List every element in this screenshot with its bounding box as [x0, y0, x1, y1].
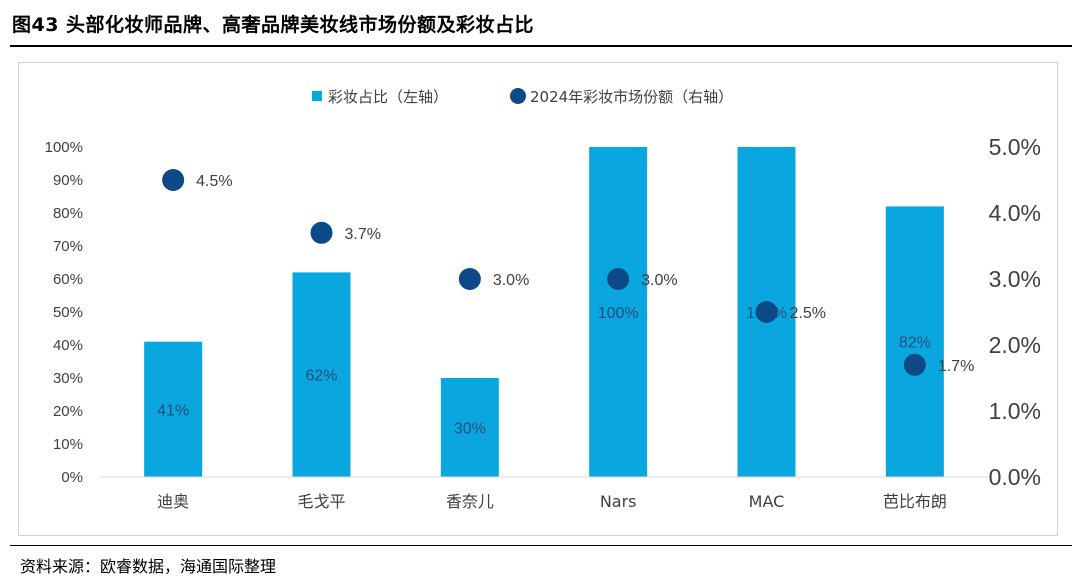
right-tick-label: 2.0%	[989, 332, 1041, 358]
dot-value-label: 3.0%	[641, 272, 677, 289]
legend-bar-swatch	[312, 91, 322, 101]
category-label: 香奈儿	[446, 492, 494, 511]
right-tick-label: 4.0%	[989, 200, 1041, 226]
bar-value-label: 82%	[899, 335, 931, 352]
dot-value-label: 4.5%	[196, 173, 232, 190]
bar	[144, 341, 203, 477]
left-axis: 0% 10% 20% 30% 40% 50% 60% 70% 80% 90% 100%	[45, 139, 83, 486]
left-tick-label: 50%	[53, 304, 83, 321]
left-tick-label: 70%	[53, 238, 83, 255]
right-tick-label: 3.0%	[989, 266, 1041, 292]
left-tick-label: 60%	[53, 271, 83, 288]
dot	[903, 353, 926, 376]
bar-value-label: 62%	[305, 368, 337, 385]
left-tick-label: 20%	[53, 403, 83, 420]
legend-dot-swatch	[510, 88, 526, 104]
bar	[885, 206, 944, 477]
source-rule	[10, 545, 1072, 546]
left-tick-label: 40%	[53, 337, 83, 354]
category-label: 迪奥	[157, 492, 189, 511]
left-tick-label: 80%	[53, 205, 83, 222]
right-tick-label: 5.0%	[989, 134, 1041, 160]
right-tick-label: 0.0%	[989, 464, 1041, 490]
chart-svg: 彩妆占比（左轴） 2024年彩妆市场份额（右轴） 0% 10% 20% 30% 40% 50…	[45, 88, 1041, 511]
left-tick-label: 30%	[53, 370, 83, 387]
dot	[310, 221, 333, 244]
dot	[755, 301, 778, 323]
category-labels: 迪奥 毛戈平 香奈儿 Nars MAC 芭比布朗	[157, 492, 947, 511]
dot	[607, 268, 630, 290]
right-axis: 0.0% 1.0% 2.0% 3.0% 4.0% 5.0%	[989, 134, 1041, 490]
left-tick-label: 100%	[45, 139, 83, 156]
dot	[458, 268, 481, 290]
bar-value-label: 30%	[454, 421, 486, 438]
dot-value-label: 3.7%	[345, 226, 381, 243]
legend-bar-label: 彩妆占比（左轴）	[328, 88, 448, 106]
bar	[589, 147, 648, 477]
bar	[292, 272, 351, 477]
chart-frame: 彩妆占比（左轴） 2024年彩妆市场份额（右轴） 0% 10% 20% 30% 40% 50…	[18, 62, 1058, 536]
category-label: 芭比布朗	[883, 492, 947, 511]
left-tick-label: 10%	[53, 436, 83, 453]
bar-labels: 41%62%30%100%100%82%	[157, 305, 931, 438]
bar	[440, 378, 499, 477]
left-tick-label: 0%	[61, 469, 83, 486]
dot-value-label: 1.7%	[938, 358, 974, 375]
left-tick-label: 90%	[53, 172, 83, 189]
legend-dot-label: 2024年彩妆市场份额（右轴）	[530, 88, 733, 106]
dot-value-label: 3.0%	[493, 272, 529, 289]
source-note: 资料来源：欧睿数据，海通国际整理	[20, 557, 277, 576]
bar-value-label: 100%	[598, 305, 639, 322]
dot	[162, 169, 185, 191]
bar-value-label: 41%	[157, 402, 189, 419]
legend: 彩妆占比（左轴） 2024年彩妆市场份额（右轴）	[312, 88, 733, 106]
dot-series: 4.5% 3.7% 3.0% 3.0% 2.5% 1.7%	[162, 169, 974, 376]
category-label: 毛戈平	[297, 492, 345, 511]
right-tick-label: 1.0%	[989, 398, 1041, 424]
dot-value-label: 2.5%	[790, 305, 826, 322]
category-label: Nars	[600, 492, 637, 511]
figure-title: 图43 头部化妆师品牌、高奢品牌美妆线市场份额及彩妆占比	[12, 14, 535, 36]
category-label: MAC	[749, 492, 785, 511]
title-rule	[10, 45, 1072, 47]
